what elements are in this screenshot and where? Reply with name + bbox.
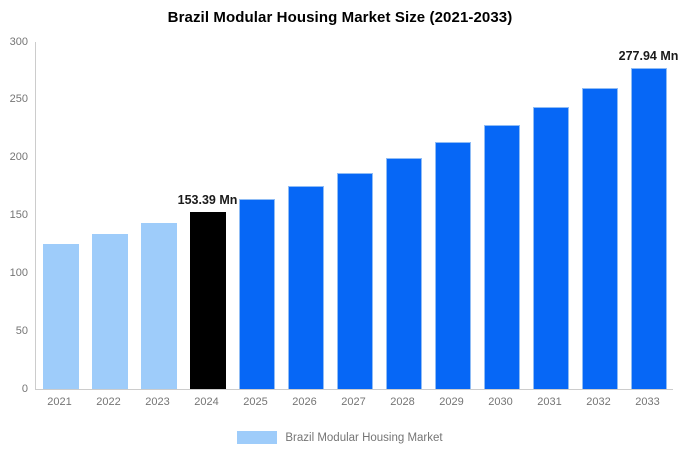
bar-2029 — [434, 142, 471, 389]
y-tick-label: 50 — [15, 324, 28, 337]
bar-2028 — [385, 157, 422, 389]
bar-2022 — [91, 233, 128, 389]
x-tick-label: 2026 — [292, 396, 317, 408]
plot-area: 153.39 Mn 277.94 Mn — [35, 42, 678, 390]
bar-2021 — [42, 243, 79, 389]
chart-title: Brazil Modular Housing Market Size (2021… — [167, 9, 513, 26]
x-tick-label: 2028 — [390, 396, 415, 408]
legend-swatch — [237, 431, 278, 444]
y-tick-label: 200 — [9, 151, 28, 164]
bar-annotation-2033: 277.94 Mn — [618, 48, 679, 63]
bar-2031 — [532, 107, 569, 389]
bar-2032 — [581, 88, 618, 389]
x-tick-label: 2021 — [47, 396, 72, 408]
x-tick-label: 2031 — [537, 396, 562, 408]
x-tick-label: 2023 — [145, 396, 170, 408]
bar-2023 — [140, 222, 177, 389]
bar-2025 — [238, 199, 275, 389]
x-tick-label: 2025 — [243, 396, 268, 408]
x-tick-label: 2033 — [635, 396, 660, 408]
y-tick-label: 250 — [9, 93, 28, 106]
y-tick-label: 100 — [9, 266, 28, 279]
y-tick-label: 150 — [9, 209, 28, 221]
bar-2030 — [483, 125, 520, 389]
legend-label: Brazil Modular Housing Market — [285, 431, 443, 444]
y-tick-label: 300 — [9, 35, 28, 48]
x-tick-label: 2029 — [439, 396, 464, 408]
bar-2033 — [630, 67, 667, 389]
y-tick-label: 0 — [21, 382, 28, 395]
x-tick-label: 2027 — [341, 396, 366, 408]
x-tick-label: 2030 — [488, 396, 513, 408]
legend: Brazil Modular Housing Market — [0, 431, 680, 444]
bar-2027 — [336, 172, 373, 389]
x-tick-label: 2032 — [586, 396, 611, 408]
x-tick-label: 2022 — [96, 396, 121, 408]
bar-2026 — [287, 186, 324, 389]
bar-2024 — [189, 211, 226, 389]
y-axis: 0 50 100 150 200 250 300 — [0, 0, 30, 450]
bar-annotation-2024: 153.39 Mn — [177, 192, 238, 207]
x-tick-label: 2024 — [194, 396, 219, 408]
x-axis: 2021 2022 2023 2024 2025 2026 2027 2028 2029 2030… — [35, 396, 672, 412]
